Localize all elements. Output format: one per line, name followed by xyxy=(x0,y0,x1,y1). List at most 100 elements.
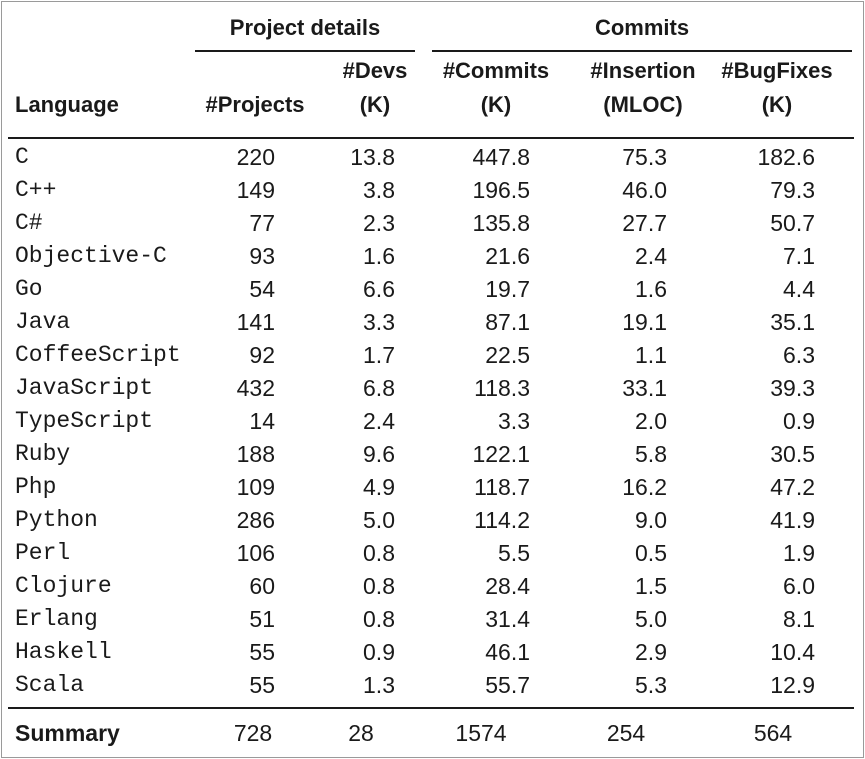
language-cell: C++ xyxy=(15,177,57,203)
number-cell: 5.3 xyxy=(635,672,667,698)
column-header: #Insertion xyxy=(590,58,696,83)
number-cell: 14 xyxy=(249,408,275,434)
column-header: Language xyxy=(15,92,119,117)
number-cell: 0.8 xyxy=(363,606,395,632)
number-cell: 5.8 xyxy=(635,441,667,467)
number-cell: 75.3 xyxy=(622,144,667,170)
number-cell: 93 xyxy=(249,243,275,269)
number-cell: 12.9 xyxy=(770,672,815,698)
column-header: #Devs xyxy=(342,58,408,83)
number-cell: 6.3 xyxy=(783,342,815,368)
language-cell: TypeScript xyxy=(15,408,154,434)
group-header: Project details xyxy=(229,15,381,40)
number-cell: 1.6 xyxy=(635,276,667,302)
number-cell: 55 xyxy=(249,672,275,698)
number-cell: 5.0 xyxy=(363,507,395,533)
number-cell: 182.6 xyxy=(757,144,815,170)
number-cell: 118.3 xyxy=(474,375,530,401)
number-cell: 6.0 xyxy=(783,573,815,599)
language-cell: Clojure xyxy=(15,573,112,599)
number-cell: 19.1 xyxy=(622,309,667,335)
number-cell: 19.7 xyxy=(485,276,530,302)
number-cell: 5.5 xyxy=(498,540,530,566)
number-cell: 55 xyxy=(249,639,275,665)
number-cell: 10.4 xyxy=(770,639,815,665)
group-rule xyxy=(195,50,415,52)
number-cell: 106 xyxy=(236,540,275,566)
number-cell: 41.9 xyxy=(770,507,815,533)
language-cell: Objective-C xyxy=(15,243,167,269)
language-cell: CoffeeScript xyxy=(15,342,181,368)
number-cell: 16.2 xyxy=(622,474,667,500)
number-cell: 0.5 xyxy=(635,540,667,566)
number-cell: 30.5 xyxy=(770,441,815,467)
number-cell: 2.3 xyxy=(363,210,395,236)
number-cell: 6.6 xyxy=(363,276,395,302)
language-cell: C# xyxy=(15,210,43,236)
number-cell: 46.0 xyxy=(622,177,667,203)
summary-cell: 728 xyxy=(233,720,273,746)
number-cell: 1.1 xyxy=(635,342,667,368)
number-cell: 109 xyxy=(236,474,275,500)
column-header: (K) xyxy=(761,92,793,117)
summary-cell: 28 xyxy=(348,720,374,746)
number-cell: 5.0 xyxy=(635,606,667,632)
number-cell: 7.1 xyxy=(783,243,815,269)
header-rule xyxy=(8,137,854,139)
number-cell: 50.7 xyxy=(770,210,815,236)
number-cell: 35.1 xyxy=(770,309,815,335)
column-header: #Projects xyxy=(205,92,305,117)
language-cell: Go xyxy=(15,276,43,302)
number-cell: 27.7 xyxy=(622,210,667,236)
number-cell: 2.4 xyxy=(363,408,395,434)
number-cell: 1.5 xyxy=(635,573,667,599)
number-cell: 3.8 xyxy=(363,177,395,203)
number-cell: 3.3 xyxy=(363,309,395,335)
language-cell: Haskell xyxy=(15,639,112,665)
language-cell: Perl xyxy=(15,540,71,566)
number-cell: 135.8 xyxy=(472,210,530,236)
summary-cell: 564 xyxy=(753,720,793,746)
number-cell: 447.8 xyxy=(472,144,530,170)
summary-cell: 1574 xyxy=(455,720,507,746)
summary-cell: 254 xyxy=(606,720,646,746)
language-cell: Erlang xyxy=(15,606,98,632)
number-cell: 1.6 xyxy=(363,243,395,269)
number-cell: 220 xyxy=(236,144,275,170)
column-header: (K) xyxy=(359,92,391,117)
number-cell: 141 xyxy=(236,309,275,335)
number-cell: 2.9 xyxy=(635,639,667,665)
number-cell: 1.9 xyxy=(783,540,815,566)
number-cell: 4.4 xyxy=(783,276,815,302)
number-cell: 1.7 xyxy=(363,342,395,368)
number-cell: 79.3 xyxy=(770,177,815,203)
number-cell: 87.1 xyxy=(485,309,530,335)
number-cell: 31.4 xyxy=(485,606,530,632)
column-header: #Commits xyxy=(442,58,550,83)
number-cell: 51 xyxy=(249,606,275,632)
number-cell: 28.4 xyxy=(485,573,530,599)
number-cell: 0.8 xyxy=(363,573,395,599)
language-cell: Scala xyxy=(15,672,85,698)
language-cell: Ruby xyxy=(15,441,71,467)
number-cell: 22.5 xyxy=(485,342,530,368)
number-cell: 0.9 xyxy=(363,639,395,665)
number-cell: 122.1 xyxy=(472,441,530,467)
column-header: (K) xyxy=(480,92,512,117)
number-cell: 46.1 xyxy=(485,639,530,665)
number-cell: 8.1 xyxy=(783,606,815,632)
number-cell: 149 xyxy=(236,177,275,203)
number-cell: 188 xyxy=(236,441,275,467)
number-cell: 92 xyxy=(249,342,275,368)
number-cell: 33.1 xyxy=(622,375,667,401)
number-cell: 21.6 xyxy=(485,243,530,269)
number-cell: 4.9 xyxy=(363,474,395,500)
language-cell: Java xyxy=(15,309,71,335)
group-rule xyxy=(432,50,852,52)
language-cell: C xyxy=(15,144,29,170)
number-cell: 0.9 xyxy=(783,408,815,434)
language-cell: JavaScript xyxy=(15,375,154,401)
number-cell: 2.4 xyxy=(635,243,667,269)
